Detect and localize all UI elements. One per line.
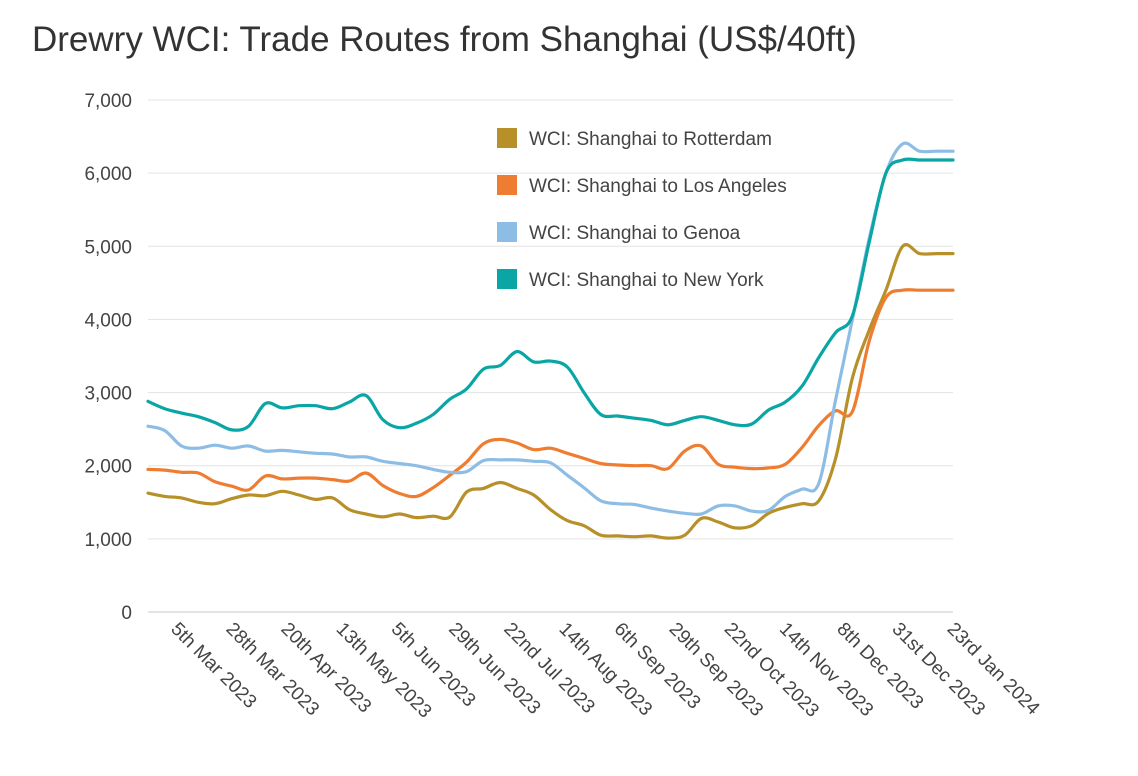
legend-swatch	[497, 128, 517, 148]
y-tick-label: 0	[121, 603, 132, 624]
series-lines	[146, 141, 955, 540]
y-tick-label: 2,000	[84, 457, 132, 478]
y-tick-label: 7,000	[84, 91, 132, 112]
legend-swatch	[497, 222, 517, 242]
y-axis-ticks: 0 1,000 2,000 3,000 4,000 5,000 6,000 7,000	[84, 91, 132, 624]
x-tick-label: 23rd Jan 2024	[943, 619, 1044, 720]
y-tick-label: 5,000	[84, 237, 132, 258]
legend-swatch	[497, 269, 517, 289]
legend-label: WCI: Shanghai to New York	[529, 270, 764, 291]
legend: WCI: Shanghai to Rotterdam WCI: Shanghai …	[497, 128, 787, 291]
legend-swatch	[497, 175, 517, 195]
series-line-wci-shanghai-to-genoa	[146, 141, 955, 517]
legend-label: WCI: Shanghai to Los Angeles	[529, 176, 787, 197]
series-line-wci-shanghai-to-rotterdam	[146, 243, 955, 540]
y-tick-label: 6,000	[84, 164, 132, 185]
legend-label: WCI: Shanghai to Genoa	[529, 223, 741, 244]
y-tick-label: 3,000	[84, 384, 132, 405]
series-line-wci-shanghai-to-los-angeles	[146, 288, 955, 499]
chart-title: Drewry WCI: Trade Routes from Shanghai (…	[32, 20, 857, 59]
y-tick-label: 4,000	[84, 310, 132, 331]
x-tick-label: 29th Sep 2023	[665, 619, 767, 721]
legend-label: WCI: Shanghai to Rotterdam	[529, 129, 772, 150]
y-tick-label: 1,000	[84, 530, 132, 551]
x-tick-label: 13th May 2023	[332, 619, 436, 723]
gridlines	[148, 99, 953, 613]
series-line-wci-shanghai-to-new-york	[146, 157, 955, 432]
x-tick-label: 22nd Oct 2023	[720, 619, 823, 722]
